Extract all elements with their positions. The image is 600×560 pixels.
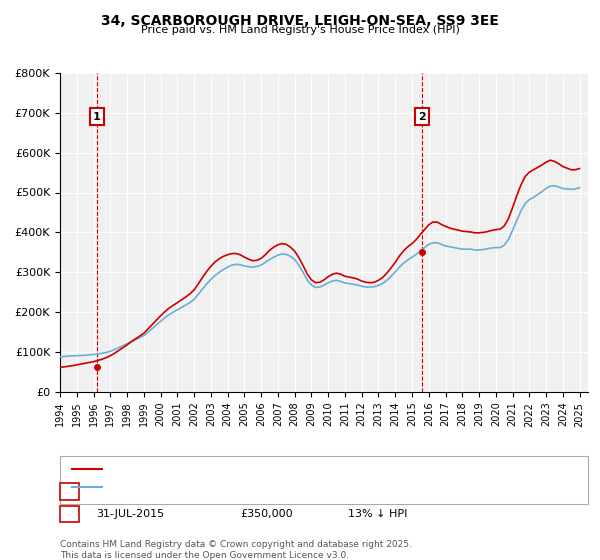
Text: 1: 1 — [66, 487, 73, 497]
Text: HPI: Average price, detached house, Southend-on-Sea: HPI: Average price, detached house, Sout… — [108, 482, 391, 492]
Text: 1: 1 — [93, 111, 101, 122]
Text: Price paid vs. HM Land Registry's House Price Index (HPI): Price paid vs. HM Land Registry's House … — [140, 25, 460, 35]
Text: 34, SCARBOROUGH DRIVE, LEIGH-ON-SEA, SS9 3EE: 34, SCARBOROUGH DRIVE, LEIGH-ON-SEA, SS9… — [101, 14, 499, 28]
Text: Contains HM Land Registry data © Crown copyright and database right 2025.
This d: Contains HM Land Registry data © Crown c… — [60, 540, 412, 560]
Text: £350,000: £350,000 — [240, 509, 293, 519]
Text: 31-JUL-2015: 31-JUL-2015 — [96, 509, 164, 519]
Text: £62,000: £62,000 — [240, 487, 286, 497]
Text: 2: 2 — [418, 111, 425, 122]
Text: 2: 2 — [66, 509, 73, 519]
Text: 29% ↓ HPI: 29% ↓ HPI — [348, 487, 407, 497]
Text: 15-MAR-1996: 15-MAR-1996 — [96, 487, 171, 497]
Text: 13% ↓ HPI: 13% ↓ HPI — [348, 509, 407, 519]
Text: 34, SCARBOROUGH DRIVE, LEIGH-ON-SEA, SS9 3EE (detached house): 34, SCARBOROUGH DRIVE, LEIGH-ON-SEA, SS9… — [108, 464, 471, 474]
